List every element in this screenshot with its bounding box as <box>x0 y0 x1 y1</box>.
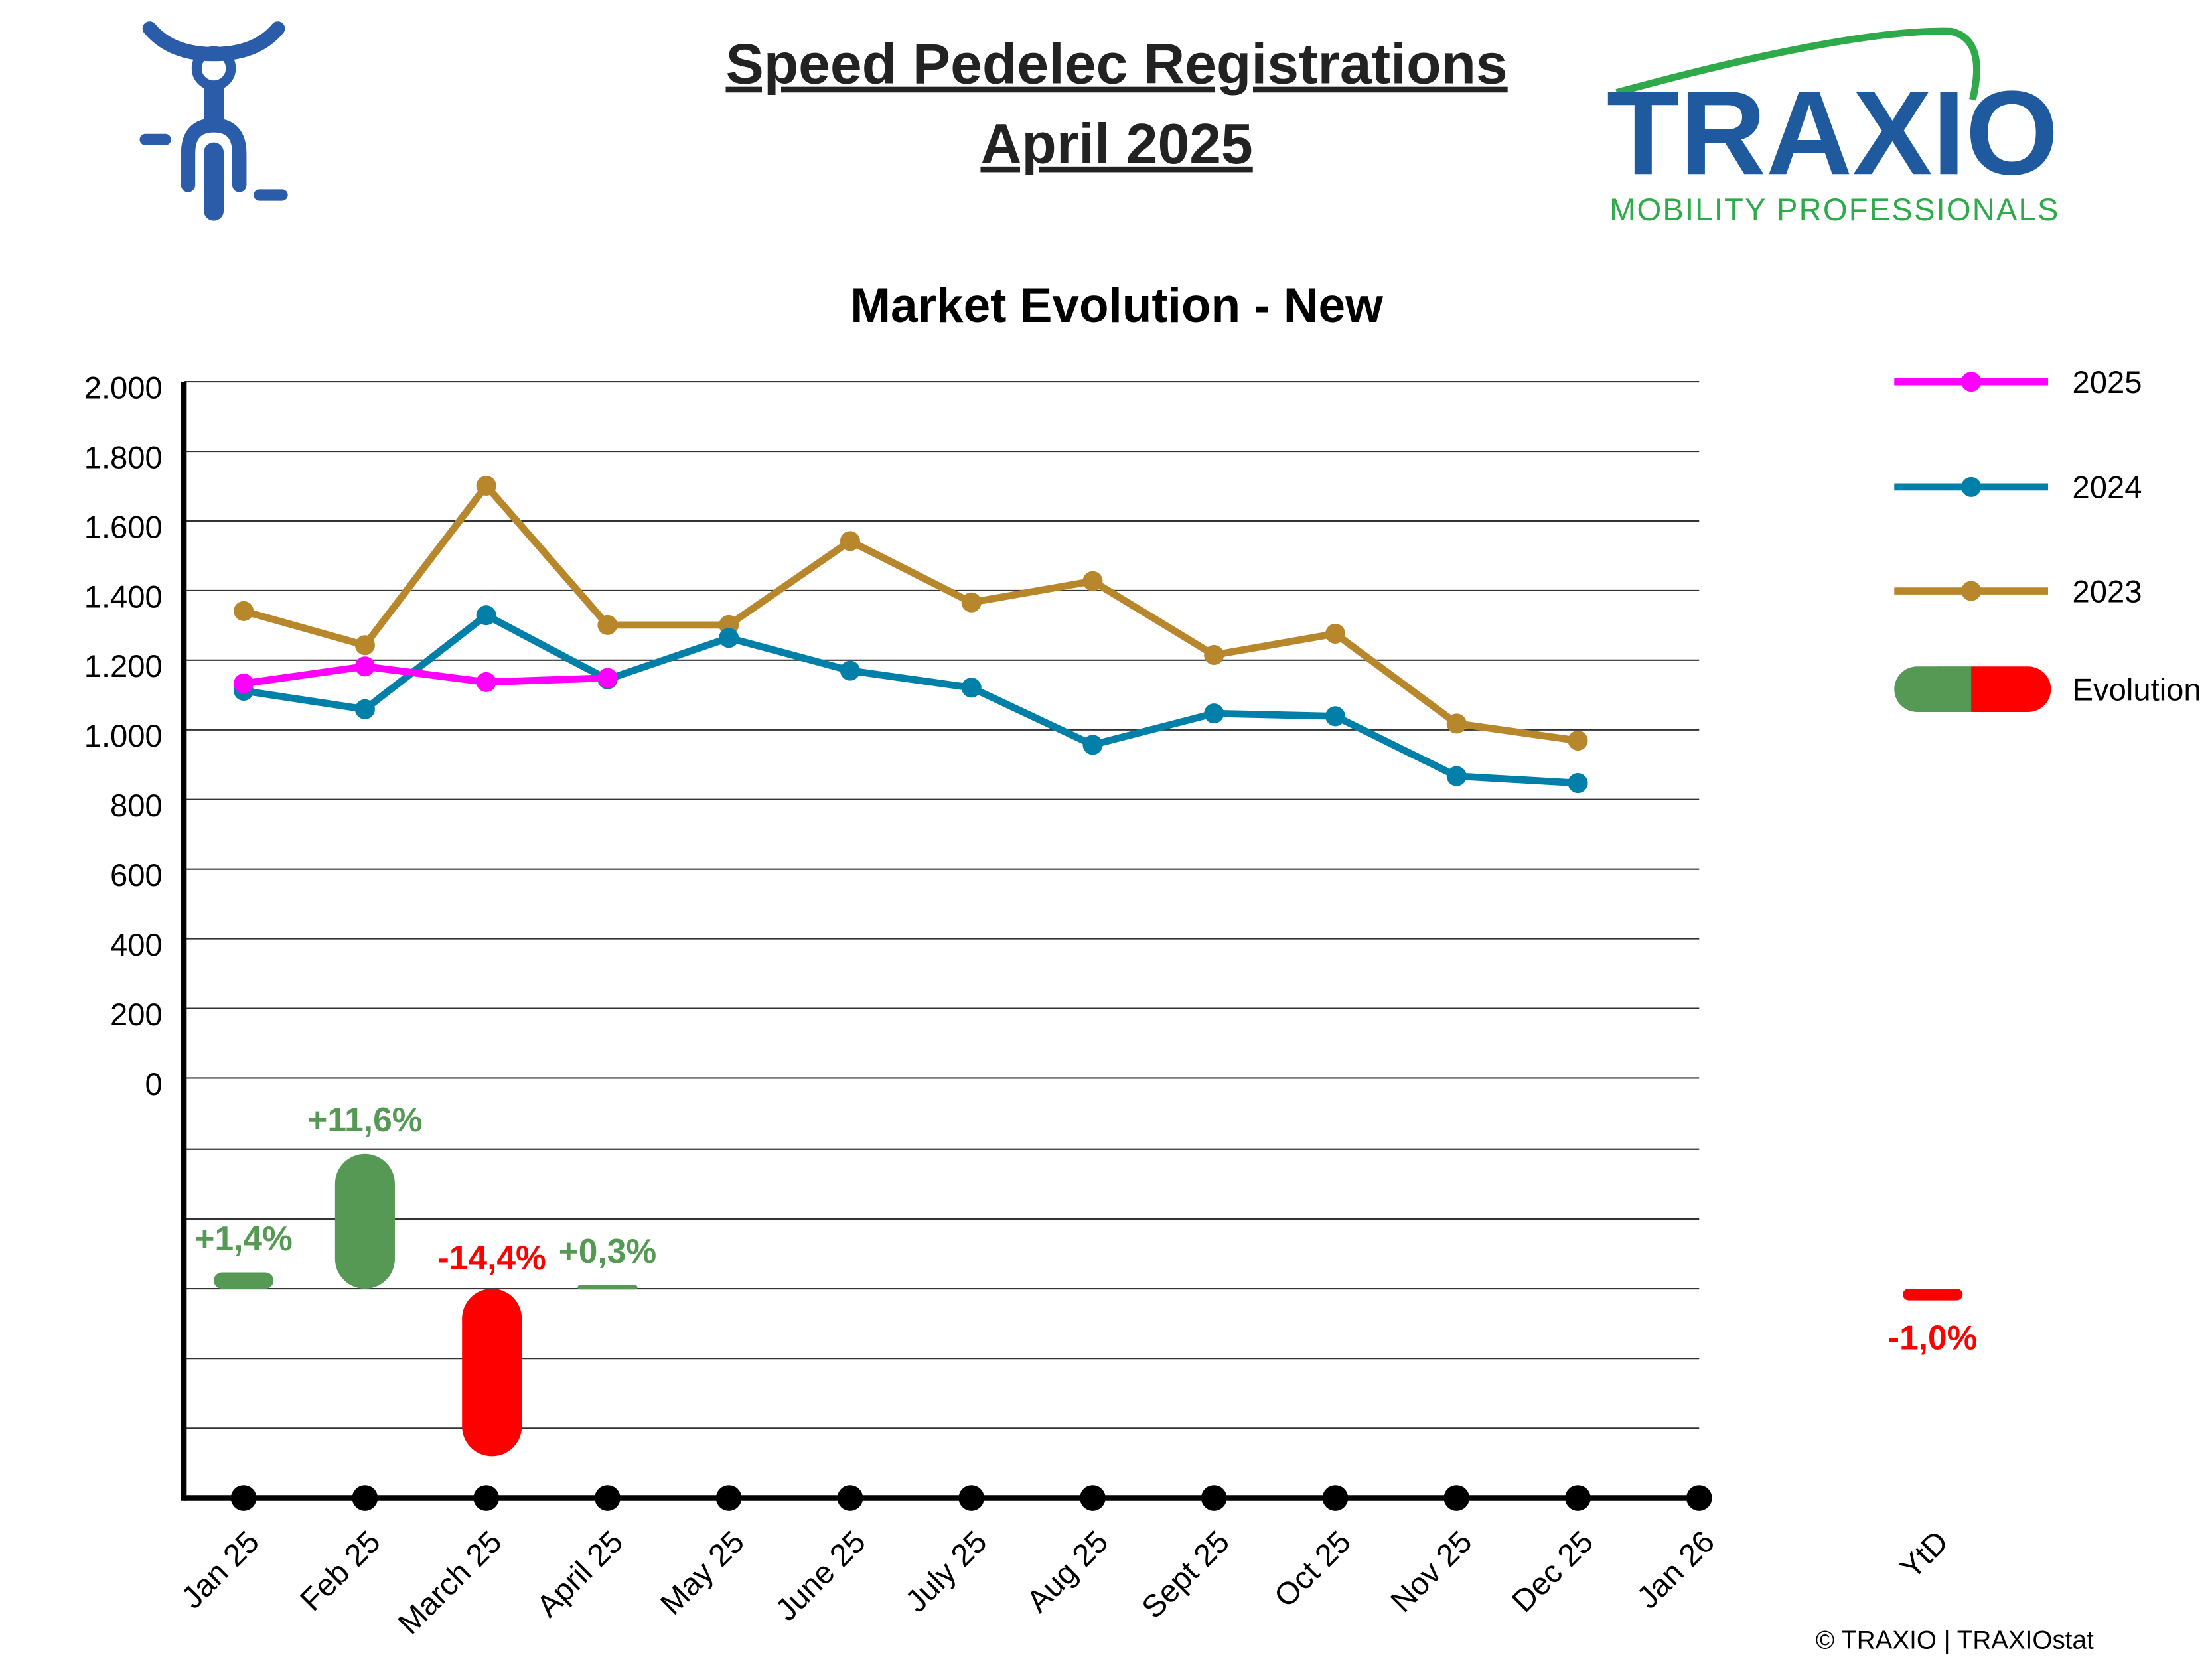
x-tick-label: May 25 <box>654 1524 751 1622</box>
evolution-bar <box>577 1285 638 1290</box>
series-point <box>354 656 375 677</box>
evolution-label: +1,4% <box>194 1219 292 1258</box>
x-axis-dot <box>1686 1485 1712 1511</box>
y-tick-label: 800 <box>110 788 163 824</box>
legend-label: 2025 <box>2073 365 2142 400</box>
legend-label: 2023 <box>2073 574 2142 609</box>
series-point <box>597 614 618 635</box>
legend-marker <box>1961 476 1982 497</box>
x-axis-dot <box>1201 1485 1227 1511</box>
evolution-bar <box>462 1289 522 1457</box>
series-point <box>961 592 982 613</box>
y-tick-label: 1.000 <box>84 719 163 754</box>
page-subtitle: April 2025 <box>980 112 1252 176</box>
x-axis-dot <box>837 1485 863 1511</box>
series-point <box>1446 713 1467 734</box>
y-tick-label: 200 <box>110 997 163 1033</box>
x-axis-dot <box>1322 1485 1349 1511</box>
evolution-label: -14,4% <box>438 1238 546 1277</box>
y-tick-label: 1.800 <box>84 440 163 475</box>
x-tick-label: April 25 <box>530 1524 630 1624</box>
series-point <box>1325 623 1346 644</box>
x-axis-dot <box>230 1485 257 1511</box>
series-point <box>1204 644 1224 666</box>
series-point <box>1568 731 1588 751</box>
y-tick-label: 1.200 <box>84 649 163 684</box>
series-point <box>234 601 254 621</box>
x-tick-label: June 25 <box>769 1524 872 1628</box>
x-tick-label: Feb 25 <box>293 1524 387 1618</box>
series-point <box>1446 766 1467 786</box>
x-axis-dot <box>715 1485 742 1511</box>
series-point <box>476 672 496 692</box>
series-point <box>840 660 860 681</box>
legend-evolution-pos-cap <box>1937 666 1972 712</box>
series-point <box>840 531 860 551</box>
y-tick-label: 2.000 <box>84 370 163 405</box>
x-axis-dot <box>352 1485 378 1511</box>
series-point <box>476 475 496 496</box>
x-tick-label: YtD <box>1893 1524 1955 1586</box>
series-point <box>1568 773 1588 794</box>
x-tick-label: Oct 25 <box>1268 1524 1358 1615</box>
x-tick-label: Dec 25 <box>1505 1524 1600 1619</box>
series-point <box>961 678 982 698</box>
x-tick-label: Jan 26 <box>1630 1524 1722 1616</box>
evolution-bar <box>334 1153 395 1289</box>
series-line <box>243 662 608 687</box>
legend-evolution-neg <box>1951 666 2051 712</box>
x-axis-dot <box>958 1485 985 1511</box>
footer: © TRAXIO | TRAXIOstat <box>1816 1626 2094 1654</box>
legend-label: 2024 <box>2073 470 2142 506</box>
series-line <box>243 611 1578 787</box>
page-title: Speed Pedelec Registrations <box>726 33 1508 96</box>
x-tick-label: July 25 <box>899 1524 994 1619</box>
evolution-label: +11,6% <box>307 1100 422 1139</box>
x-axis-dot <box>473 1485 499 1511</box>
y-tick-label: 0 <box>145 1067 163 1102</box>
series-point <box>1082 735 1103 755</box>
legend-marker <box>1961 581 1982 601</box>
series-point <box>354 699 375 719</box>
series-point <box>1082 571 1103 591</box>
x-tick-label: Jan 25 <box>175 1524 266 1616</box>
y-tick-label: 600 <box>110 858 163 893</box>
legend-marker <box>1961 372 1982 392</box>
series-point <box>719 628 739 648</box>
legend-label: Evolution <box>2073 672 2201 707</box>
series-point <box>476 605 496 626</box>
series-point <box>597 668 618 688</box>
bike-icon <box>139 21 288 221</box>
y-tick-label: 400 <box>110 928 163 963</box>
series-point <box>1204 703 1224 724</box>
series-line <box>242 482 1579 745</box>
x-tick-label: Aug 25 <box>1020 1524 1115 1619</box>
evolution-label: -1,0% <box>1888 1318 1978 1356</box>
x-tick-label: March 25 <box>392 1524 509 1642</box>
x-axis-dot <box>1080 1485 1106 1511</box>
x-axis-dot <box>1565 1485 1591 1511</box>
x-tick-label: Sept 25 <box>1135 1524 1236 1626</box>
logo-tagline: MOBILITY PROFESSIONALS <box>1609 192 2060 228</box>
x-axis-dot <box>1443 1485 1470 1511</box>
evolution-bar <box>214 1272 274 1289</box>
evolution-bar <box>1903 1289 1963 1301</box>
logo-arc <box>1615 27 1980 101</box>
x-axis-dot <box>595 1485 621 1511</box>
chart-title: Market Evolution - New <box>850 279 1383 332</box>
series-point <box>1325 706 1346 727</box>
series-point <box>354 635 375 656</box>
series-point <box>234 673 254 694</box>
y-tick-label: 1.400 <box>84 579 163 614</box>
evolution-label: +0,3% <box>559 1232 656 1270</box>
y-tick-label: 1.600 <box>84 510 163 545</box>
logo-name: TRAXIO <box>1607 66 2059 200</box>
x-tick-label: Nov 25 <box>1384 1524 1479 1619</box>
